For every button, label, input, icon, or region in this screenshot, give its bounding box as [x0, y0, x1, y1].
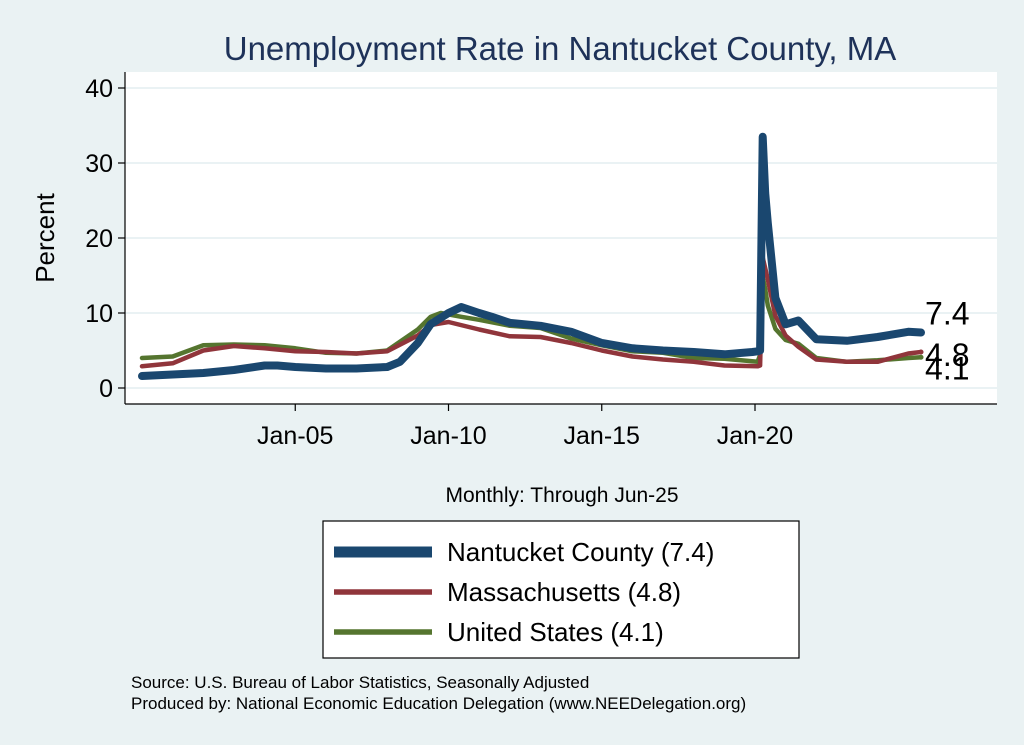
y-tick-label: 10	[85, 300, 113, 328]
x-axis-note: Monthly: Through Jun-25	[445, 484, 678, 507]
end-marker-2	[918, 354, 924, 360]
producer-line: Produced by: National Economic Education…	[131, 694, 746, 713]
legend-label-0: Nantucket County (7.4)	[447, 537, 714, 567]
series-line-1	[139, 255, 924, 369]
end-marker-0	[918, 330, 924, 335]
legend: Nantucket County (7.4) Massachusetts (4.8…	[322, 520, 800, 659]
x-tick-label: Jan-05	[257, 422, 333, 450]
y-tick-label: 0	[99, 375, 113, 403]
x-tick-label: Jan-10	[410, 422, 486, 450]
series-lines	[138, 132, 925, 380]
x-tick-label: Jan-20	[717, 422, 793, 450]
end-label-0: 7.4	[925, 296, 969, 332]
x-tick-label: Jan-15	[564, 422, 640, 450]
legend-label-2: United States (4.1)	[447, 617, 664, 647]
end-labels: 7.4 4.84.1	[918, 296, 970, 386]
gridlines	[125, 87, 997, 389]
y-tick-label: 40	[85, 75, 113, 103]
end-marker-1	[918, 349, 924, 355]
y-axis-title: Percent	[30, 192, 60, 282]
y-tick-label: 20	[85, 225, 113, 253]
source-line: Source: U.S. Bureau of Labor Statistics,…	[131, 673, 589, 692]
y-tick-label: 30	[85, 150, 113, 178]
chart-title: Unemployment Rate in Nantucket County, M…	[224, 30, 897, 67]
end-label-1: 4.8	[925, 337, 969, 373]
legend-label-1: Massachusetts (4.8)	[447, 577, 681, 607]
series-line-0	[138, 132, 925, 380]
axes: 0 10 20 30 40 Jan-05 Jan-10 Jan-15 Jan-20	[85, 72, 997, 450]
end-label-2: 4.1	[925, 350, 969, 386]
